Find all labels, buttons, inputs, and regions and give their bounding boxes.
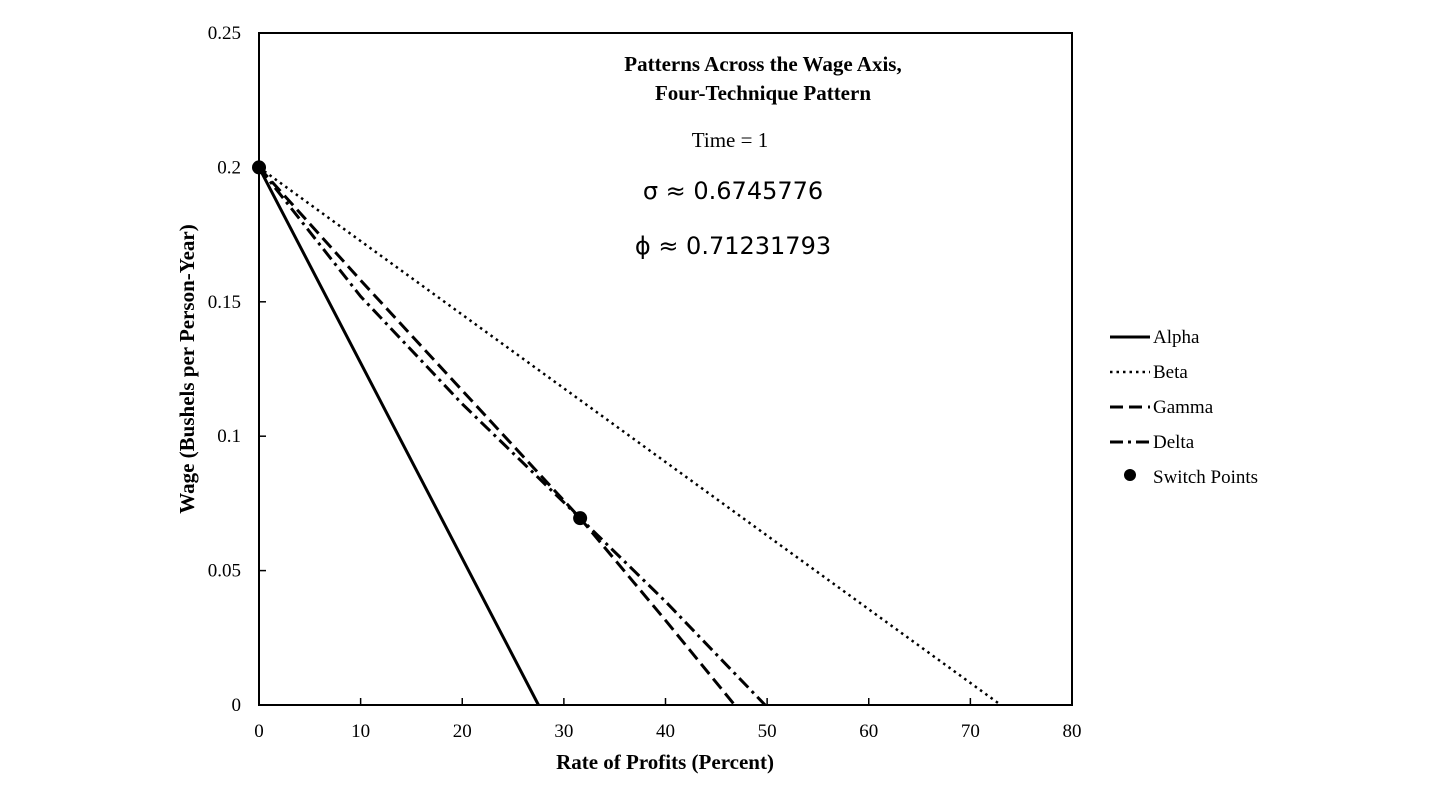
y-tick-label: 0.1: [217, 426, 241, 447]
axis-ticks: 0 10 20 30 40 50 60 70 80 0 0.05 0.1 0.15 0.2 0.25: [208, 23, 1082, 742]
x-tick-label: 60: [859, 721, 878, 742]
legend-label-alpha: Alpha: [1153, 327, 1200, 348]
phi-annotation: ϕ ≈ 0.71231793: [635, 232, 831, 260]
legend: Alpha Beta Gamma Delta Switch Points: [1110, 327, 1258, 488]
series-line-delta: [257, 166, 767, 707]
plot-area-frame: [258, 32, 1073, 706]
series-line-beta: [258, 166, 1002, 707]
switch-point-marker: [573, 511, 588, 526]
legend-swatch-switch-points: [1124, 469, 1136, 481]
x-axis-title: Rate of Profits (Percent): [556, 750, 774, 774]
switch-point-marker: [252, 160, 266, 175]
x-tick-label: 20: [453, 721, 472, 742]
y-tick-label: 0.15: [208, 292, 241, 313]
x-tick-label: 0: [254, 721, 264, 742]
y-axis-title: Wage (Bushels per Person-Year): [175, 224, 199, 514]
series-line-alpha: [257, 166, 540, 706]
series-line-gamma: [257, 166, 736, 706]
sigma-annotation: σ ≈ 0.6745776: [643, 177, 823, 205]
x-tick-label: 30: [554, 721, 573, 742]
y-tick-label: 0.25: [208, 23, 241, 44]
chart-title-line-1: Patterns Across the Wage Axis,: [624, 52, 901, 76]
y-tick-label: 0: [232, 695, 242, 716]
x-tick-label: 40: [656, 721, 675, 742]
x-tick-label: 70: [961, 721, 980, 742]
time-annotation: Time = 1: [692, 128, 768, 152]
chart-title-line-2: Four-Technique Pattern: [655, 81, 871, 105]
y-tick-label: 0.2: [217, 157, 241, 178]
switch-point-markers: [252, 160, 588, 526]
legend-label-gamma: Gamma: [1153, 397, 1214, 418]
y-tick-label: 0.05: [208, 561, 241, 582]
legend-label-delta: Delta: [1153, 432, 1195, 453]
x-tick-label: 50: [758, 721, 777, 742]
x-tick-label: 80: [1063, 721, 1082, 742]
legend-label-beta: Beta: [1153, 362, 1188, 383]
x-tick-label: 10: [351, 721, 370, 742]
legend-label-switch-points: Switch Points: [1153, 467, 1258, 488]
series-lines: [257, 166, 1002, 707]
